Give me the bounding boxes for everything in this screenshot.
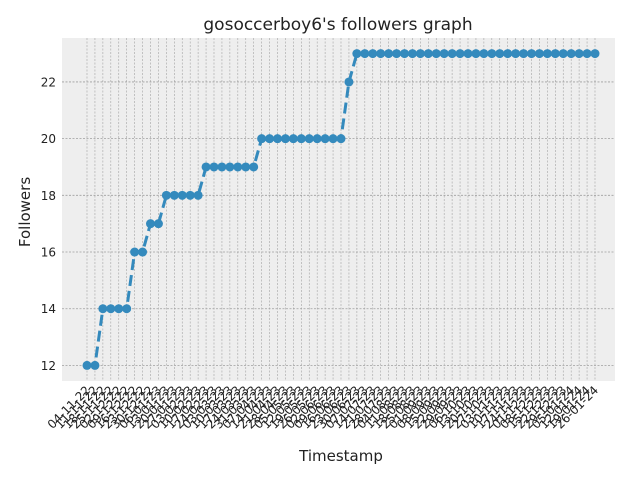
y-tick-label: 20 (41, 132, 56, 146)
data-point (447, 49, 457, 59)
data-point (352, 49, 362, 59)
plot-area (62, 38, 615, 381)
data-point (439, 49, 449, 59)
data-point (503, 49, 513, 59)
data-point (550, 49, 560, 59)
chart-title: gosoccerboy6's followers graph (203, 15, 472, 35)
data-point (336, 134, 346, 144)
data-point (138, 247, 148, 257)
data-point (542, 49, 552, 59)
data-point (217, 162, 227, 172)
data-point (265, 134, 275, 144)
data-point (487, 49, 497, 59)
data-point (463, 49, 473, 59)
y-axis-label: Followers (16, 177, 34, 247)
data-point (471, 49, 481, 59)
data-point (400, 49, 409, 59)
data-point (130, 247, 140, 257)
data-point (574, 49, 584, 59)
y-tick-label: 14 (41, 302, 56, 316)
data-point (344, 77, 354, 87)
data-point (368, 49, 378, 59)
data-point (304, 134, 314, 144)
data-point (98, 304, 108, 314)
data-point (527, 49, 536, 59)
data-point (185, 190, 195, 200)
y-tick-label: 22 (41, 75, 56, 89)
y-tick-label: 16 (41, 246, 56, 260)
data-point (233, 162, 243, 172)
data-point (328, 134, 338, 144)
data-point (90, 360, 100, 370)
data-point (566, 49, 576, 59)
data-point (590, 49, 600, 59)
data-point (122, 304, 132, 314)
data-point (193, 190, 203, 200)
data-point (479, 49, 489, 59)
data-point (82, 360, 92, 370)
data-point (582, 49, 592, 59)
data-point (312, 134, 322, 144)
data-point (288, 134, 298, 144)
data-point (431, 49, 441, 59)
data-point (296, 134, 306, 144)
data-point (273, 134, 282, 144)
data-point (225, 162, 235, 172)
data-point (407, 49, 417, 59)
data-point (161, 190, 171, 200)
series-layer (82, 49, 600, 370)
data-point (495, 49, 505, 59)
data-point (320, 134, 330, 144)
data-point (280, 134, 290, 144)
data-point (384, 49, 394, 59)
data-point (415, 49, 425, 59)
data-point (201, 162, 211, 172)
data-point (241, 162, 251, 172)
data-point (249, 162, 259, 172)
x-axis-label: Timestamp (298, 447, 383, 465)
data-point (106, 304, 116, 314)
data-point (257, 134, 267, 144)
grid-layer (62, 38, 615, 381)
data-point (392, 49, 402, 59)
data-point (177, 190, 187, 200)
tick-layer: 04-11-2211-11-2218-11-2225-11-2202-12-22… (41, 75, 601, 431)
data-point (455, 49, 465, 59)
data-point (558, 49, 568, 59)
data-point (146, 219, 155, 229)
data-point (209, 162, 219, 172)
data-point (519, 49, 529, 59)
data-point (169, 190, 179, 200)
data-point (360, 49, 370, 59)
data-point (534, 49, 544, 59)
data-point (423, 49, 433, 59)
y-tick-label: 12 (41, 359, 56, 373)
data-point (511, 49, 521, 59)
data-point (376, 49, 386, 59)
data-point (153, 219, 163, 229)
data-point (114, 304, 124, 314)
y-tick-label: 18 (41, 189, 56, 203)
